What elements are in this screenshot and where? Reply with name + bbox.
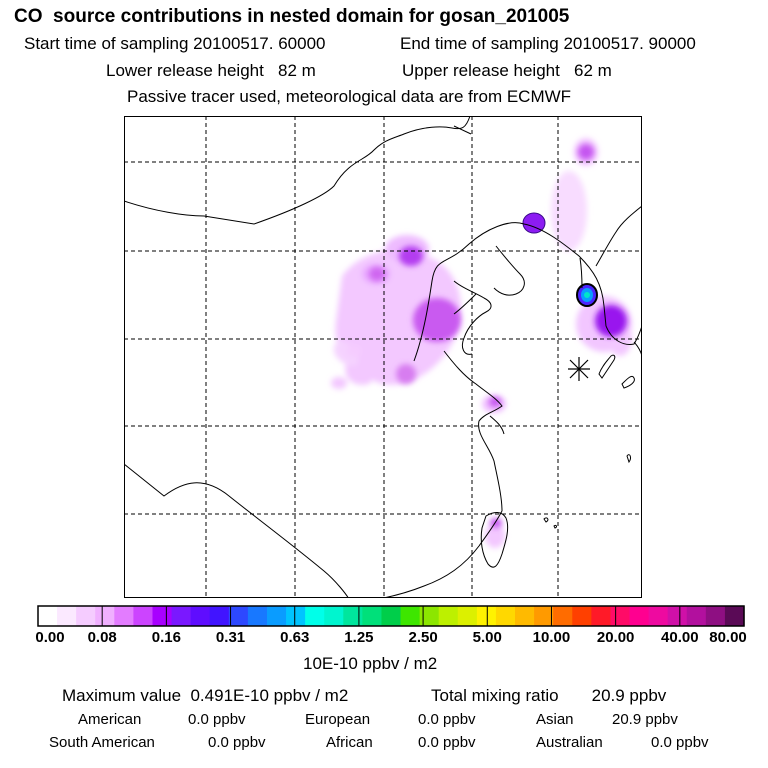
colorbar-swatch bbox=[667, 606, 688, 626]
colorbar-swatch bbox=[343, 606, 363, 626]
region-african-value: 0.0 ppbv bbox=[418, 734, 476, 751]
colorbar-tick-label: 0.08 bbox=[87, 629, 117, 646]
chart-title: CO source contributions in nested domain… bbox=[14, 6, 570, 27]
region-african-label: African bbox=[326, 734, 373, 751]
colorbar-swatch bbox=[648, 606, 669, 626]
lower-release-height: Lower release height 82 m bbox=[106, 61, 316, 80]
colorbar-swatch bbox=[495, 606, 516, 626]
colorbar-tick-label: 40.00 bbox=[661, 629, 699, 646]
colorbar bbox=[37, 605, 745, 627]
colorbar-swatch bbox=[209, 606, 230, 626]
receptor-marker bbox=[568, 357, 590, 381]
colorbar-swatch bbox=[286, 606, 306, 626]
colorbar-swatch bbox=[476, 606, 497, 626]
colorbar-swatch bbox=[515, 606, 535, 626]
map-frame bbox=[124, 116, 642, 598]
colorbar-swatch bbox=[629, 606, 650, 626]
colorbar-tick-label: 0.00 bbox=[35, 629, 65, 646]
colorbar-swatch bbox=[114, 606, 135, 626]
colorbar-tick-label: 1.25 bbox=[344, 629, 374, 646]
colorbar-tick-label: 2.50 bbox=[408, 629, 438, 646]
colorbar-swatch bbox=[76, 606, 96, 626]
colorbar-unit: 10E-10 ppbv / m2 bbox=[303, 654, 438, 673]
region-asian-value: 20.9 ppbv bbox=[612, 711, 678, 728]
colorbar-swatch bbox=[228, 606, 249, 626]
grid-lines bbox=[124, 116, 642, 598]
colorbar-swatch bbox=[591, 606, 612, 626]
colorbar-swatch bbox=[419, 606, 440, 626]
colorbar-swatch bbox=[266, 606, 287, 626]
plume-medium bbox=[369, 144, 627, 528]
tracer-note: Passive tracer used, meteorological data… bbox=[127, 87, 572, 106]
colorbar-swatch bbox=[686, 606, 707, 626]
colorbar-swatch bbox=[705, 606, 726, 626]
colorbar-tick-label: 0.16 bbox=[151, 629, 181, 646]
end-time-label: End time of sampling 20100517. 90000 bbox=[400, 34, 696, 53]
region-south-american-label: South American bbox=[49, 734, 155, 751]
colorbar-swatch bbox=[57, 606, 77, 626]
region-american-label: American bbox=[78, 711, 142, 728]
colorbar-swatch bbox=[247, 606, 268, 626]
colorbar-tick-label: 0.63 bbox=[280, 629, 310, 646]
colorbar-swatch bbox=[133, 606, 154, 626]
colorbar-swatch bbox=[457, 606, 478, 626]
region-european-label: European bbox=[305, 711, 371, 728]
region-australian-label: Australian bbox=[536, 734, 603, 751]
plume-light bbox=[331, 138, 632, 548]
colorbar-swatch bbox=[38, 606, 58, 626]
colorbar-swatch bbox=[400, 606, 421, 626]
colorbar-swatch bbox=[305, 606, 325, 626]
colorbar-tick-label: 10.00 bbox=[532, 629, 571, 646]
colorbar-swatch bbox=[724, 606, 745, 626]
coastlines bbox=[124, 116, 642, 598]
region-american-value: 0.0 ppbv bbox=[188, 711, 246, 728]
maximum-value: Maximum value 0.491E-10 ppbv / m2 bbox=[62, 686, 349, 705]
colorbar-swatch bbox=[190, 606, 211, 626]
colorbar-swatch bbox=[324, 606, 344, 626]
colorbar-swatch bbox=[610, 606, 631, 626]
region-australian-value: 0.0 ppbv bbox=[651, 734, 709, 751]
colorbar-swatch bbox=[95, 606, 115, 626]
colorbar-swatch bbox=[381, 606, 402, 626]
concentration-map bbox=[124, 116, 642, 598]
colorbar-tick-label: 80.00 bbox=[709, 629, 747, 646]
colorbar-tick-label: 0.31 bbox=[215, 629, 246, 646]
colorbar-swatch bbox=[171, 606, 192, 626]
colorbar-swatch bbox=[534, 606, 554, 626]
colorbar-swatch bbox=[362, 606, 383, 626]
colorbar-swatch bbox=[572, 606, 592, 626]
concentration-field bbox=[331, 138, 632, 548]
colorbar-frame bbox=[37, 605, 745, 627]
colorbar-swatch bbox=[152, 606, 173, 626]
upper-release-height: Upper release height 62 m bbox=[402, 61, 612, 80]
region-south-american-value: 0.0 ppbv bbox=[208, 734, 266, 751]
colorbar-swatch bbox=[553, 606, 573, 626]
colorbar-tick-label: 5.00 bbox=[472, 629, 502, 646]
start-time-label: Start time of sampling 20100517. 60000 bbox=[24, 34, 326, 53]
region-european-value: 0.0 ppbv bbox=[418, 711, 476, 728]
plume-peaks bbox=[522, 212, 598, 307]
total-mixing-ratio: Total mixing ratio 20.9 ppbv bbox=[431, 686, 667, 705]
region-asian-label: Asian bbox=[536, 711, 574, 728]
colorbar-tick-label: 20.00 bbox=[596, 629, 635, 646]
colorbar-swatch bbox=[438, 606, 459, 626]
